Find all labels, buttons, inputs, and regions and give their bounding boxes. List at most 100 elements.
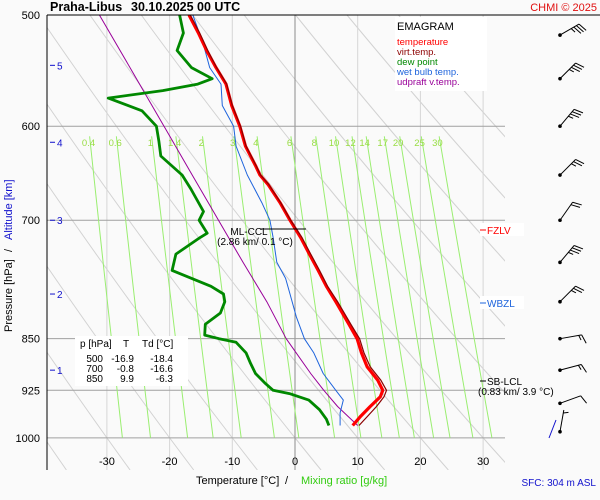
temperature-tick-label: -30 [99,456,115,468]
surface-wind-line [548,419,557,439]
mixing-ratio-label: 17 [377,138,388,149]
barb-feather [571,66,581,73]
barb-feather [573,245,584,250]
table-cell: -18.4 [150,354,173,365]
barb-half-feather [578,335,582,341]
mixing-ratio-label: 12 [345,138,356,149]
mixing-ratio-line [151,136,189,438]
barb-feather [580,364,587,373]
mixing-ratio-line [438,136,493,438]
mixing-ratio-line [351,136,400,438]
table-cell: -16.9 [111,354,134,365]
barb-feather [575,62,585,68]
barb-staff [559,109,575,127]
mixing-ratio-line [175,136,214,438]
barb-half-feather [571,163,577,167]
mixing-ratio-label: 8 [312,138,317,149]
altitude-tick-label: 3 [57,216,63,227]
barb-half-feather [577,364,582,370]
wbzl-label: WBZL [487,299,515,310]
barb-staff [559,62,576,80]
data-table: p [hPa] T Td [°C] 500 -16.9 -18.4 700 -0.8 -16.6… [80,339,173,385]
table-cell: 9.9 [120,374,134,385]
mixing-ratio-line [115,136,151,438]
legend-entry: temperature [397,37,448,48]
barb-half-feather [570,28,576,33]
mixing-ratio-line [335,136,383,438]
barb-half-feather [568,115,574,119]
xlabel-mixing-ratio: Mixing ratio [g/kg] [301,475,387,487]
altitude-tick-label: 4 [57,138,63,149]
series-temperature [187,15,385,427]
barb-feather [575,285,585,291]
wind-barbs [548,23,587,439]
barb-half-feather [563,411,569,414]
wind-barb [558,334,587,344]
barb-feather [580,395,587,404]
mixing-ratio-line [315,136,362,438]
dry-adiabat [47,441,67,470]
legend-entry: dew point [397,57,438,68]
wind-barb [558,108,584,129]
mixing-ratio-line [383,136,435,438]
station-title: Praha-Libus [50,0,122,14]
barb-feather [572,111,582,116]
barb-feather [573,161,583,167]
temperature-tick-label: 10 [352,456,364,468]
mixing-ratio-label: 1 [148,138,153,149]
barb-half-feather [571,289,577,294]
dry-adiabat [47,103,322,470]
barb-feather [581,334,587,344]
series-dew-point [106,15,331,427]
legend-title: EMAGRAM [397,21,454,33]
barb-feather [573,287,583,293]
legend-entry: wet bulb temp. [396,67,459,78]
table-header: p [hPa] [80,339,112,350]
temperature-tick-label: 30 [477,456,489,468]
barb-half-feather [568,69,575,73]
barb-staff [559,363,582,371]
mixing-ratio-label: 3 [230,138,235,149]
barb-feather [573,64,583,70]
barb-staff [559,395,581,404]
barb-feather [570,204,581,208]
barb-feather [575,159,585,165]
series-group [98,15,388,427]
grid [0,15,505,470]
wind-barb [558,201,582,223]
surface-label: SFC: 304 m ASL [522,478,597,489]
dry-adiabat [47,265,195,470]
table-cell: 850 [86,374,103,385]
barb-staff [559,23,580,36]
pressure-tick-label: 700 [22,215,40,227]
mixing-ratio-line [256,136,300,438]
barb-feather [572,201,582,206]
axes: 0.4 0.6 1 1.4 2 3 4 6 8 10 12 14 17 20 25 3050060070085… [16,10,600,470]
table-header: T [123,339,129,350]
mixing-ratio-label: 6 [287,138,292,149]
barb-staff [559,285,576,303]
fzlv-label: FZLV [487,226,511,237]
dry-adiabat [89,15,449,470]
barb-feather [576,25,584,33]
table-cell: -16.6 [150,364,173,375]
mixing-ratio-label: 14 [359,138,370,149]
barb-feather [570,113,580,118]
temperature-tick-label: 0 [292,456,298,468]
altitude-tick-label: 1 [57,366,63,377]
wbzl-box [480,296,524,309]
ml-ccl-label: ML-CCL [230,227,268,238]
sb-lcl-value: (0.83 km/ 3.9 °C) [478,387,554,398]
mixing-ratio-label: 2 [199,138,204,149]
fzlv-box [480,223,524,236]
ylabel-separator: / [3,248,15,252]
pressure-tick-label: 850 [22,334,40,346]
wind-barb [558,245,584,265]
table-cell: 500 [86,354,103,365]
barb-staff [559,159,576,176]
dry-adiabat [0,15,3,470]
xlabel-separator: / [285,475,289,487]
wind-barb [558,409,569,434]
